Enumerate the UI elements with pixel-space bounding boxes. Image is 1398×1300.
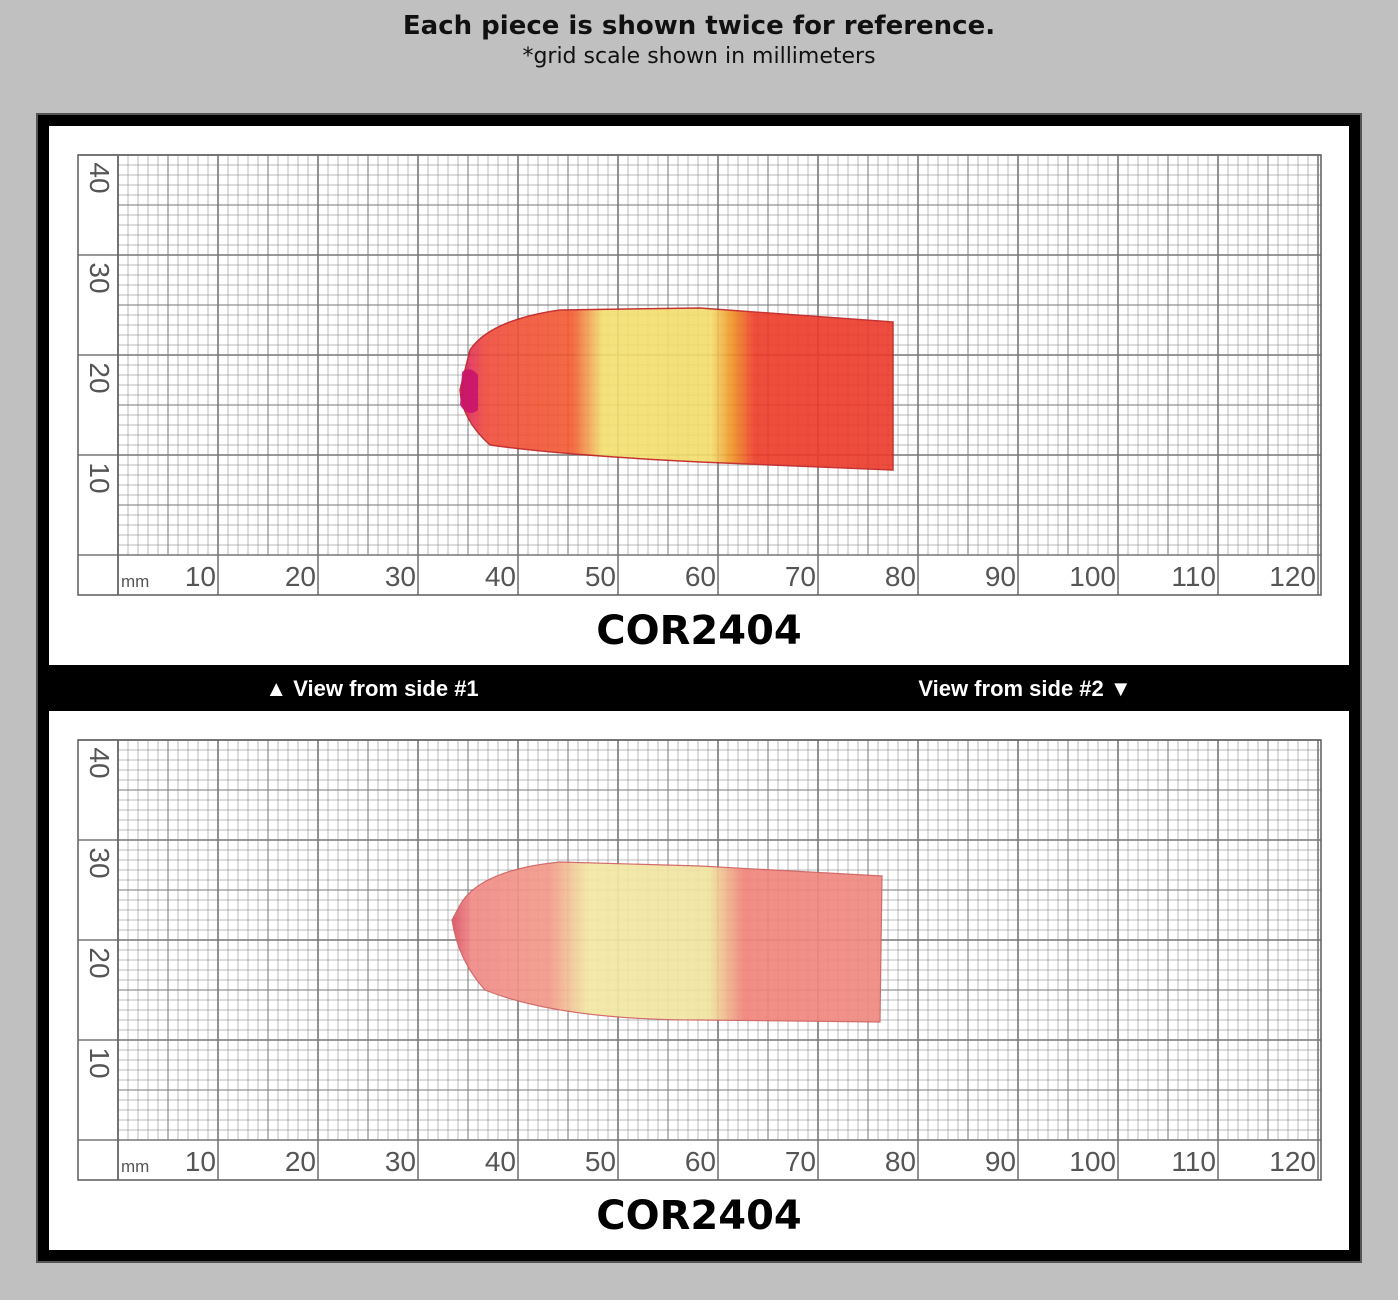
crystal (459, 307, 894, 471)
x-label: 70 (785, 561, 816, 592)
caption: View from side #2 ▼ (918, 676, 1131, 701)
y-label: 20 (84, 362, 115, 393)
caption: ▲ View from side #1 (265, 676, 478, 701)
x-label: 40 (485, 1146, 516, 1177)
x-label: 40 (485, 561, 516, 592)
y-label: 30 (84, 262, 115, 293)
x-label: 10 (185, 561, 216, 592)
x-label: 110 (1171, 1146, 1216, 1177)
grid-border (77, 154, 1322, 596)
x-label: 10 (185, 1146, 216, 1177)
y-label: 40 (84, 162, 115, 193)
x-label: 80 (885, 561, 916, 592)
x-label: 60 (685, 561, 716, 592)
x-label: 20 (285, 561, 316, 592)
x-label: 90 (985, 1146, 1016, 1177)
x-label: 30 (385, 1146, 416, 1177)
unit-label: mm (121, 572, 149, 591)
y-label: 10 (84, 462, 115, 493)
y-label: 20 (84, 947, 115, 978)
x-label: 90 (985, 561, 1016, 592)
piece-code: COR2404 (596, 1193, 802, 1239)
x-label: 20 (285, 1146, 316, 1177)
x-label: 80 (885, 1146, 916, 1177)
x-label: 50 (585, 561, 616, 592)
y-label: 40 (84, 747, 115, 778)
crystal (451, 861, 883, 1023)
x-label: 100 (1069, 561, 1116, 592)
y-label: 30 (84, 847, 115, 878)
grid-panel: 10 20 30 40 50 60 70 80 90 100 110 120 mm 10 20 30 40 COR… (77, 154, 1322, 654)
x-label: 50 (585, 1146, 616, 1177)
x-label: 60 (685, 1146, 716, 1177)
x-label: 120 (1269, 1146, 1316, 1177)
grid-border (77, 739, 1322, 1181)
unit-label: mm (121, 1157, 149, 1176)
x-label: 70 (785, 1146, 816, 1177)
x-label: 120 (1269, 561, 1316, 592)
subtitle: *grid scale shown in millimeters (522, 44, 875, 69)
title: Each piece is shown twice for reference. (403, 11, 995, 41)
x-label: 30 (385, 561, 416, 592)
piece-code: COR2404 (596, 608, 802, 654)
x-label: 100 (1069, 1146, 1116, 1177)
crystal-tip (460, 369, 478, 414)
y-label: 10 (84, 1047, 115, 1078)
x-label: 110 (1171, 561, 1216, 592)
